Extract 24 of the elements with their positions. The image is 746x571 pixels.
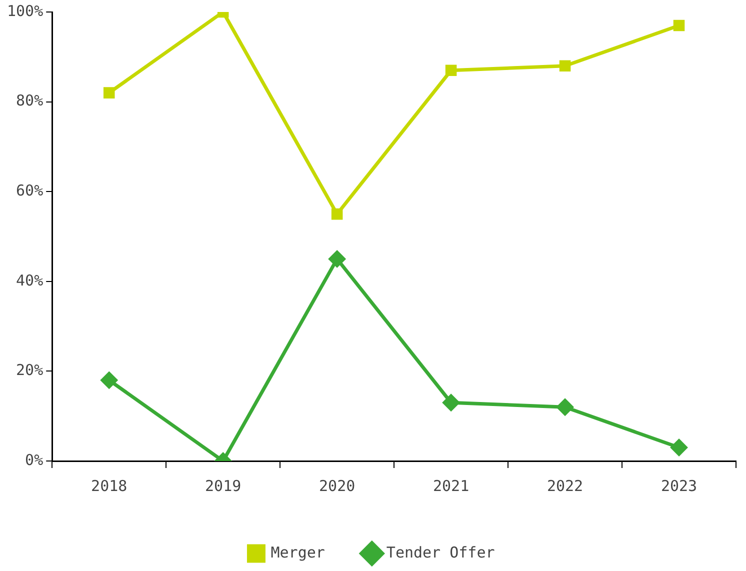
point: [556, 398, 574, 416]
y-tick-label: 20%: [16, 361, 44, 380]
y-tick-label: 60%: [16, 181, 44, 200]
x-tick-label: 2021: [432, 476, 470, 495]
x-tick-label: 2019: [205, 476, 242, 495]
point: [670, 439, 688, 456]
x-tick-label: 2022: [546, 476, 584, 495]
point: [445, 64, 457, 76]
point: [331, 208, 343, 220]
x-tick-label: 2023: [660, 476, 698, 495]
y-tick-label: 100%: [7, 2, 44, 20]
y-tick-label: 80%: [16, 92, 44, 110]
point: [442, 394, 460, 411]
legend-label: Merger: [270, 543, 325, 562]
point: [559, 60, 571, 72]
x-tick-label: 2018: [91, 476, 128, 495]
x-tick-label: 2020: [319, 476, 356, 495]
point: [103, 87, 115, 98]
point: [673, 20, 685, 32]
point: [328, 250, 346, 268]
point: [100, 372, 118, 388]
legend-label: Tender Offer: [386, 543, 495, 562]
y-tick-label: 40%: [16, 271, 44, 290]
y-tick-label: 0%: [25, 450, 44, 469]
